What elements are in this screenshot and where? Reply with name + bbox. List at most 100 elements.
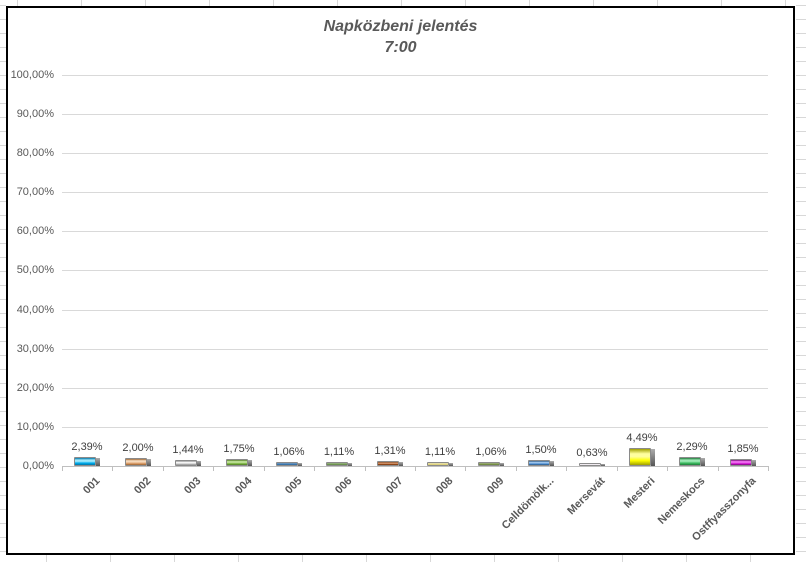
x-axis-tick <box>516 466 517 471</box>
x-axis-tick <box>415 466 416 471</box>
x-axis-tick <box>768 466 769 471</box>
bar-004[interactable] <box>226 459 252 466</box>
y-gridline <box>62 427 768 428</box>
bar-face <box>730 459 752 466</box>
bar-face <box>377 461 399 466</box>
x-axis-tick <box>112 466 113 471</box>
spreadsheet-gridlines-left <box>0 0 6 562</box>
spreadsheet-gridlines-right <box>796 0 806 562</box>
bar-face <box>74 457 96 466</box>
y-axis-label: 20,00% <box>16 382 54 394</box>
bar-Mesteri[interactable] <box>629 448 655 466</box>
bar-value-label: 1,31% <box>374 445 406 457</box>
x-axis-label: Mesteri <box>621 475 658 511</box>
bar-value-label: 1,44% <box>172 444 204 456</box>
x-axis-label: Celldömölk... <box>499 475 557 532</box>
y-gridline <box>62 192 768 193</box>
bar-007[interactable] <box>377 461 403 466</box>
x-axis-tick <box>667 466 668 471</box>
x-axis-tick <box>566 466 567 471</box>
y-gridline <box>62 310 768 311</box>
y-axis-label: 50,00% <box>16 264 54 276</box>
y-axis-label: 10,00% <box>16 421 54 433</box>
bar-value-label: 2,29% <box>676 441 708 453</box>
x-axis-label: Mersevát <box>565 475 608 518</box>
y-gridline <box>62 388 768 389</box>
x-axis-label: 008 <box>434 475 456 497</box>
bar-face <box>629 448 651 466</box>
y-axis-label: 90,00% <box>16 108 54 120</box>
y-gridline <box>62 114 768 115</box>
y-axis-label: 80,00% <box>16 147 54 159</box>
bar-side-shadow <box>550 461 554 466</box>
bar-Celldömölk...[interactable] <box>528 460 554 466</box>
y-axis-label: 0,00% <box>22 460 54 472</box>
bar-face <box>125 458 147 466</box>
bar-002[interactable] <box>125 458 151 466</box>
bar-Mersevát[interactable] <box>579 463 605 466</box>
bar-value-label: 1,85% <box>727 443 759 455</box>
x-axis-label: 009 <box>485 475 507 497</box>
x-axis-label: 003 <box>182 475 204 497</box>
x-axis-label: 005 <box>283 475 305 497</box>
x-axis-tick <box>213 466 214 471</box>
y-gridline <box>62 349 768 350</box>
x-axis-label: 007 <box>384 475 406 497</box>
bar-face <box>326 462 348 466</box>
chart-area[interactable]: Napközbeni jelentés 7:00 100,00% 90,00% 80… <box>6 6 795 555</box>
bar-face <box>478 462 500 466</box>
x-axis-tick <box>314 466 315 471</box>
bar-value-label: 0,63% <box>576 447 608 459</box>
bar-value-label: 1,11% <box>323 446 355 458</box>
bar-value-label: 2,00% <box>122 442 154 454</box>
y-axis-label: 30,00% <box>16 343 54 355</box>
bar-003[interactable] <box>175 460 201 466</box>
x-axis-label: 001 <box>81 475 103 497</box>
chart-subtitle: 7:00 <box>384 39 417 56</box>
bar-side-shadow <box>147 459 151 466</box>
x-axis-label: 002 <box>132 475 154 497</box>
x-axis-tick <box>617 466 618 471</box>
bar-side-shadow <box>701 458 705 466</box>
x-axis-label: 004 <box>233 475 255 497</box>
y-gridline <box>62 75 768 76</box>
bar-Ostffyasszonyfa[interactable] <box>730 459 756 466</box>
x-axis-tick <box>465 466 466 471</box>
bar-face <box>579 463 601 466</box>
bar-Nemeskocs[interactable] <box>679 457 705 466</box>
bar-side-shadow <box>449 463 453 466</box>
bar-value-label: 1,50% <box>525 444 557 456</box>
bar-face <box>175 460 197 466</box>
bar-value-label: 1,06% <box>273 446 305 458</box>
bar-face <box>528 460 550 466</box>
spreadsheet-gridlines-bottom <box>0 555 806 562</box>
y-axis-label: 100,00% <box>10 69 54 81</box>
bar-side-shadow <box>298 463 302 466</box>
spreadsheet-gridlines-top <box>0 0 806 6</box>
y-axis-label: 40,00% <box>16 304 54 316</box>
bar-face <box>427 462 449 466</box>
bar-side-shadow <box>651 449 655 466</box>
x-axis-tick <box>365 466 366 471</box>
bar-value-label: 4,49% <box>626 432 658 444</box>
bar-face <box>276 462 298 466</box>
bar-side-shadow <box>752 460 756 466</box>
x-axis-tick <box>163 466 164 471</box>
bar-value-label: 2,39% <box>71 441 103 453</box>
bar-008[interactable] <box>427 462 453 466</box>
y-axis-label: 60,00% <box>16 225 54 237</box>
bar-face <box>679 457 701 466</box>
x-axis-label: 006 <box>333 475 355 497</box>
bar-001[interactable] <box>74 457 100 466</box>
bar-side-shadow <box>348 463 352 466</box>
bar-side-shadow <box>399 462 403 466</box>
bar-006[interactable] <box>326 462 352 466</box>
bar-009[interactable] <box>478 462 504 466</box>
bar-005[interactable] <box>276 462 302 466</box>
bar-side-shadow <box>248 460 252 466</box>
bar-side-shadow <box>601 464 605 466</box>
bar-value-label: 1,11% <box>424 446 456 458</box>
x-axis-label: Nemeskocs <box>655 475 708 527</box>
x-axis-tick <box>62 466 63 471</box>
x-axis-tick <box>264 466 265 471</box>
